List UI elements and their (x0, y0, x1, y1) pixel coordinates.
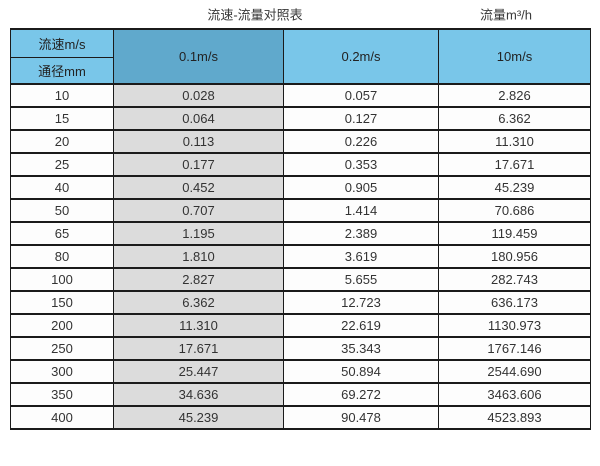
title-bar: 流速-流量对照表 流量m³/h (0, 0, 600, 28)
flow-cell: 12.723 (283, 290, 439, 315)
flow-cell: 50.894 (283, 359, 439, 384)
diameter-cell: 400 (10, 405, 114, 430)
table-row: 15 0.064 0.127 6.362 (10, 106, 591, 131)
table-row: 20 0.113 0.226 11.310 (10, 129, 591, 154)
table-row: 400 45.239 90.478 4523.893 (10, 405, 591, 430)
flow-cell: 35.343 (283, 336, 439, 361)
diameter-cell: 80 (10, 244, 114, 269)
flow-cell: 3.619 (283, 244, 439, 269)
column-header-0-2ms: 0.2m/s (283, 28, 439, 85)
flow-cell: 180.956 (438, 244, 591, 269)
flow-cell: 34.636 (113, 382, 284, 407)
flow-cell: 2544.690 (438, 359, 591, 384)
flow-cell: 0.028 (113, 83, 284, 108)
diameter-cell: 65 (10, 221, 114, 246)
flow-cell: 119.459 (438, 221, 591, 246)
header-row-top: 流速m/s 0.1m/s 0.2m/s 10m/s (10, 28, 591, 85)
table-row: 25 0.177 0.353 17.671 (10, 152, 591, 177)
flow-rate-table: 流速m/s 0.1m/s 0.2m/s 10m/s 通径mm 10 0.028 … (10, 28, 591, 430)
column-header-10ms: 10m/s (438, 28, 591, 85)
flow-cell: 45.239 (438, 175, 591, 200)
flow-cell: 0.353 (283, 152, 439, 177)
flow-cell: 3463.606 (438, 382, 591, 407)
diameter-cell: 40 (10, 175, 114, 200)
table-row: 300 25.447 50.894 2544.690 (10, 359, 591, 384)
flow-cell: 636.173 (438, 290, 591, 315)
flow-cell: 0.707 (113, 198, 284, 223)
flow-cell: 0.905 (283, 175, 439, 200)
flow-cell: 0.226 (283, 129, 439, 154)
flow-cell: 69.272 (283, 382, 439, 407)
flow-cell: 90.478 (283, 405, 439, 430)
flow-cell: 1.414 (283, 198, 439, 223)
flow-cell: 1767.146 (438, 336, 591, 361)
flow-cell: 6.362 (113, 290, 284, 315)
flow-cell: 0.177 (113, 152, 284, 177)
flow-cell: 17.671 (438, 152, 591, 177)
diameter-cell: 15 (10, 106, 114, 131)
corner-velocity-label: 流速m/s (10, 28, 114, 58)
flow-cell: 25.447 (113, 359, 284, 384)
flow-cell: 17.671 (113, 336, 284, 361)
diameter-cell: 150 (10, 290, 114, 315)
table-row: 50 0.707 1.414 70.686 (10, 198, 591, 223)
flow-unit-title: 流量m³/h (479, 7, 533, 23)
table-row: 40 0.452 0.905 45.239 (10, 175, 591, 200)
flow-cell: 1130.973 (438, 313, 591, 338)
table-row: 150 6.362 12.723 636.173 (10, 290, 591, 315)
diameter-cell: 20 (10, 129, 114, 154)
flow-cell: 0.113 (113, 129, 284, 154)
flow-cell: 4523.893 (438, 405, 591, 430)
diameter-cell: 200 (10, 313, 114, 338)
diameter-cell: 50 (10, 198, 114, 223)
flow-cell: 11.310 (438, 129, 591, 154)
diameter-cell: 100 (10, 267, 114, 292)
flow-cell: 6.362 (438, 106, 591, 131)
table-row: 80 1.810 3.619 180.956 (10, 244, 591, 269)
flow-cell: 0.064 (113, 106, 284, 131)
diameter-cell: 350 (10, 382, 114, 407)
diameter-cell: 25 (10, 152, 114, 177)
flow-cell: 0.127 (283, 106, 439, 131)
diameter-cell: 300 (10, 359, 114, 384)
table-row: 200 11.310 22.619 1130.973 (10, 313, 591, 338)
flow-cell: 45.239 (113, 405, 284, 430)
flow-cell: 2.389 (283, 221, 439, 246)
table-row: 350 34.636 69.272 3463.606 (10, 382, 591, 407)
flow-cell: 11.310 (113, 313, 284, 338)
flow-cell: 2.827 (113, 267, 284, 292)
header-row-bottom: 通径mm (10, 56, 591, 85)
corner-diameter-label: 通径mm (10, 56, 114, 85)
flow-cell: 2.826 (438, 83, 591, 108)
flow-cell: 282.743 (438, 267, 591, 292)
diameter-cell: 10 (10, 83, 114, 108)
flow-cell: 0.057 (283, 83, 439, 108)
table-row: 65 1.195 2.389 119.459 (10, 221, 591, 246)
flow-cell: 1.810 (113, 244, 284, 269)
table-title: 流速-流量对照表 (207, 7, 303, 23)
diameter-cell: 250 (10, 336, 114, 361)
table-row: 250 17.671 35.343 1767.146 (10, 336, 591, 361)
flow-cell: 1.195 (113, 221, 284, 246)
flow-cell: 5.655 (283, 267, 439, 292)
column-header-0-1ms: 0.1m/s (113, 28, 284, 85)
flow-cell: 70.686 (438, 198, 591, 223)
table-row: 10 0.028 0.057 2.826 (10, 83, 591, 108)
flow-cell: 0.452 (113, 175, 284, 200)
flow-cell: 22.619 (283, 313, 439, 338)
table-row: 100 2.827 5.655 282.743 (10, 267, 591, 292)
